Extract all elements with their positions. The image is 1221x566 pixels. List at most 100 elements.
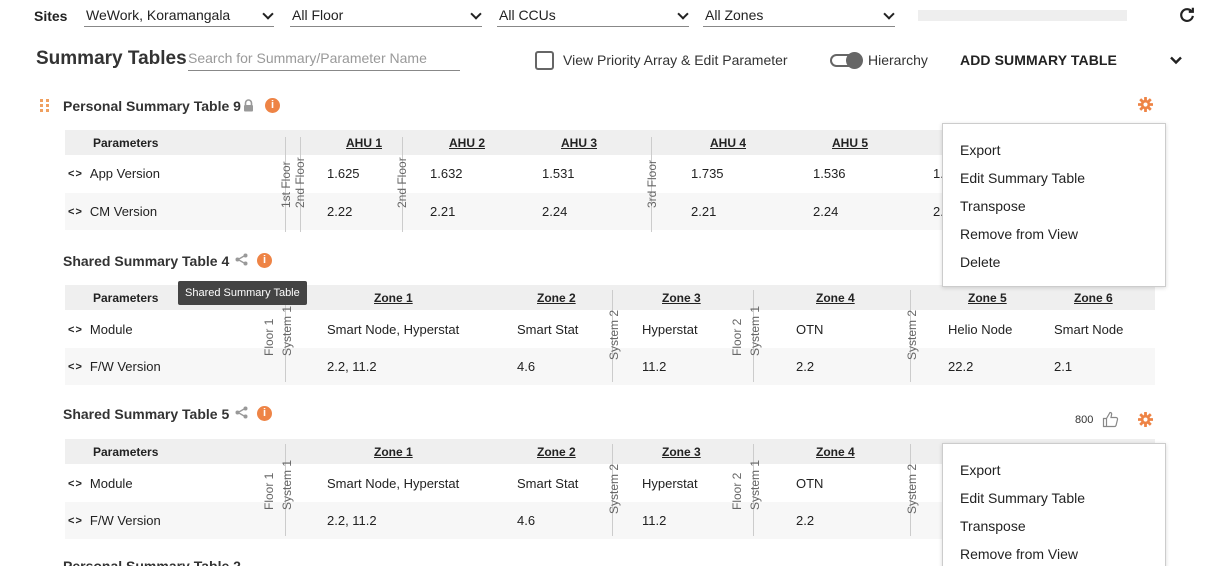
column-divider	[753, 444, 754, 536]
table-cell: 1.536	[813, 166, 846, 181]
table-cell: 2.21	[430, 204, 456, 219]
table-cell: Smart Stat	[517, 476, 579, 491]
site-select[interactable]: WeWork, Koramangala	[84, 5, 274, 27]
menu-item-transpose[interactable]: Transpose	[960, 518, 1026, 534]
lock-icon	[244, 99, 253, 112]
share-icon[interactable]	[235, 253, 248, 266]
add-summary-table-button[interactable]: ADD SUMMARY TABLE	[960, 52, 1117, 68]
refresh-icon[interactable]	[1178, 6, 1196, 24]
table-cell: Hyperstat	[642, 476, 698, 491]
hierarchy-toggle[interactable]	[830, 52, 863, 69]
expand-arrows-icon[interactable]: < >	[68, 360, 82, 373]
table-title: Personal Summary Table 9	[63, 98, 241, 114]
table-cell: 1.625	[327, 166, 360, 181]
menu-item-edit[interactable]: Edit Summary Table	[960, 490, 1086, 506]
priority-checkbox[interactable]	[535, 51, 554, 70]
table-cell: 1.735	[691, 166, 724, 181]
share-icon[interactable]	[235, 406, 248, 419]
table-row: < > Module Smart Node, Hyperstat Smart St…	[65, 311, 1155, 348]
row-label: < > CM Version	[68, 204, 158, 219]
chevron-down-icon[interactable]	[1170, 56, 1182, 65]
group-label: 2nd Floor	[293, 157, 307, 208]
group-label: Floor 2	[730, 472, 744, 510]
column-header[interactable]: AHU 1	[346, 135, 383, 150]
chevron-down-icon	[472, 5, 480, 25]
row-label: < > Module	[68, 476, 133, 491]
table-cell: 2.24	[813, 204, 839, 219]
site-select-value: WeWork, Koramangala	[86, 7, 231, 23]
column-divider	[612, 444, 613, 536]
table-cell: 2.1	[1054, 359, 1073, 374]
priority-checkbox-label: View Priority Array & Edit Parameter	[563, 52, 788, 68]
column-header[interactable]: Zone 2	[537, 444, 576, 459]
table-cell: 4.6	[517, 513, 536, 528]
row-label: < > F/W Version	[68, 359, 161, 374]
menu-item-remove[interactable]: Remove from View	[960, 546, 1079, 562]
menu-item-remove[interactable]: Remove from View	[960, 226, 1079, 242]
chevron-down-icon	[679, 5, 687, 25]
floor-select-value: All Floor	[292, 7, 344, 23]
ccu-select[interactable]: All CCUs	[497, 5, 689, 27]
column-header[interactable]: Zone 1	[374, 444, 413, 459]
menu-item-export[interactable]: Export	[960, 462, 1001, 478]
table-cell: 1.	[933, 166, 944, 181]
table-options-menu: Export Edit Summary Table Transpose Remo…	[942, 443, 1166, 566]
column-header[interactable]: Zone 3	[662, 290, 701, 305]
gear-icon[interactable]	[1138, 412, 1153, 427]
table-cell: Hyperstat	[642, 322, 698, 337]
group-label: System 2	[607, 463, 621, 514]
expand-arrows-icon[interactable]: < >	[68, 477, 82, 490]
thumbs-up-icon[interactable]	[1102, 411, 1119, 428]
row-label: < > Module	[68, 322, 133, 337]
table-cell: 2.2, 11.2	[327, 513, 377, 528]
table-cell: Smart Stat	[517, 322, 579, 337]
table-cell: 1.531	[542, 166, 575, 181]
zone-select[interactable]: All Zones	[703, 5, 895, 27]
ccu-select-value: All CCUs	[499, 7, 556, 23]
column-header[interactable]: AHU 2	[449, 135, 486, 150]
column-divider	[402, 137, 403, 232]
column-header[interactable]: Zone 6	[1074, 290, 1113, 305]
table-cell: 2.	[933, 204, 944, 219]
zone-select-value: All Zones	[705, 7, 764, 23]
group-label: System 2	[905, 463, 919, 514]
column-divider	[300, 137, 301, 232]
params-header: Parameters	[93, 135, 159, 150]
menu-item-transpose[interactable]: Transpose	[960, 198, 1026, 214]
table-cell: Smart Node, Hyperstat	[327, 476, 460, 491]
gear-icon[interactable]	[1138, 97, 1153, 112]
column-header[interactable]: Zone 4	[816, 444, 855, 459]
menu-item-delete[interactable]: Delete	[960, 254, 1001, 270]
group-label: System 1	[280, 459, 294, 510]
table-options-menu: Export Edit Summary Table Transpose Remo…	[942, 123, 1166, 287]
column-header[interactable]: Zone 2	[537, 290, 576, 305]
column-header[interactable]: AHU 4	[710, 135, 747, 150]
expand-arrows-icon[interactable]: < >	[68, 205, 82, 218]
column-header[interactable]: Zone 5	[968, 290, 1007, 305]
column-divider	[285, 290, 286, 382]
expand-arrows-icon[interactable]: < >	[68, 514, 82, 527]
table-title: Personal Summary Table 2	[63, 558, 241, 566]
column-header[interactable]: AHU 5	[832, 135, 869, 150]
info-icon[interactable]: i	[257, 253, 272, 268]
filter-bar: Sites WeWork, Koramangala All Floor All …	[0, 0, 1221, 34]
group-label: System 1	[748, 305, 762, 356]
table-row: < > App Version 1.625 1.632 1.531 1.735 1…	[65, 155, 1155, 192]
menu-item-edit[interactable]: Edit Summary Table	[960, 170, 1086, 186]
expand-arrows-icon[interactable]: < >	[68, 323, 82, 336]
search-input[interactable]	[188, 46, 460, 71]
info-icon[interactable]: i	[265, 98, 280, 113]
table-cell: OTN	[796, 476, 824, 491]
page-title: Summary Tables	[36, 48, 187, 69]
column-header[interactable]: Zone 3	[662, 444, 701, 459]
drag-handle-icon[interactable]	[40, 99, 50, 113]
group-label: System 2	[905, 309, 919, 360]
row-label: < > F/W Version	[68, 513, 161, 528]
expand-arrows-icon[interactable]: < >	[68, 167, 82, 180]
column-header[interactable]: AHU 3	[561, 135, 598, 150]
info-icon[interactable]: i	[257, 406, 272, 421]
column-header[interactable]: Zone 1	[374, 290, 413, 305]
menu-item-export[interactable]: Export	[960, 142, 1001, 158]
column-header[interactable]: Zone 4	[816, 290, 855, 305]
floor-select[interactable]: All Floor	[290, 5, 482, 27]
